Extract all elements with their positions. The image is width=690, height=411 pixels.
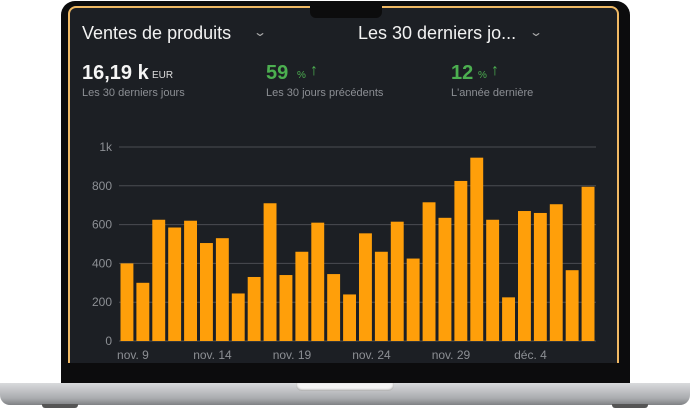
bar bbox=[390, 221, 404, 341]
stat-label: Les 30 jours précédents bbox=[266, 87, 384, 99]
bar bbox=[247, 276, 261, 341]
bar bbox=[200, 243, 213, 341]
arrow-up-icon: ↑ bbox=[491, 62, 499, 79]
bar bbox=[438, 217, 452, 341]
arrow-up-icon: ↑ bbox=[310, 62, 318, 79]
chevron-down-icon[interactable]: ⌄ bbox=[528, 25, 544, 39]
stat-value: 59 bbox=[266, 62, 289, 84]
y-tick-label: 800 bbox=[92, 179, 112, 193]
x-tick-label: nov. 29 bbox=[432, 348, 471, 362]
bar bbox=[184, 220, 197, 341]
bar bbox=[406, 258, 420, 341]
y-tick-label: 1k bbox=[99, 140, 113, 154]
bar bbox=[168, 227, 182, 341]
stat-unit: EUR bbox=[152, 70, 174, 81]
y-tick-label: 400 bbox=[92, 256, 112, 270]
chevron-down-icon[interactable]: ⌄ bbox=[252, 25, 268, 39]
bar bbox=[343, 294, 356, 341]
x-tick-label: nov. 19 bbox=[273, 348, 312, 362]
bar bbox=[470, 157, 484, 341]
bar bbox=[263, 203, 277, 341]
stat-label: L'année dernière bbox=[451, 87, 534, 99]
laptop-lid-groove bbox=[296, 383, 394, 391]
metric-select[interactable]: Ventes de produits bbox=[82, 23, 232, 43]
bar bbox=[581, 186, 595, 341]
bar bbox=[533, 212, 547, 341]
bar bbox=[231, 293, 245, 341]
laptop-foot bbox=[612, 404, 648, 408]
bar bbox=[422, 202, 436, 341]
bar bbox=[136, 282, 150, 341]
y-tick-label: 600 bbox=[92, 218, 112, 232]
laptop-base bbox=[0, 383, 690, 405]
bar bbox=[518, 211, 531, 341]
x-tick-label: nov. 9 bbox=[117, 348, 149, 362]
stat-label: Les 30 derniers jours bbox=[82, 87, 185, 99]
camera-notch bbox=[310, 2, 382, 18]
x-tick-label: déc. 4 bbox=[514, 348, 547, 362]
bar bbox=[359, 233, 372, 341]
stat-unit: % bbox=[297, 70, 306, 81]
bar bbox=[215, 238, 229, 341]
laptop-foot bbox=[42, 404, 78, 408]
x-tick-label: nov. 24 bbox=[352, 348, 391, 362]
bar bbox=[486, 219, 500, 341]
x-tick-label: nov. 14 bbox=[193, 348, 232, 362]
bar bbox=[454, 180, 468, 341]
bar bbox=[279, 275, 293, 341]
bar bbox=[374, 251, 388, 341]
y-tick-label: 0 bbox=[105, 334, 112, 348]
bar bbox=[327, 274, 341, 341]
bar bbox=[295, 251, 309, 341]
stat-value: 12 bbox=[451, 62, 474, 84]
stat-value: 16,19 k bbox=[82, 62, 149, 84]
bar bbox=[152, 219, 166, 341]
bar bbox=[120, 263, 134, 341]
period-select[interactable]: Les 30 derniers jo... bbox=[358, 23, 517, 43]
bar bbox=[502, 297, 515, 341]
bar bbox=[549, 204, 563, 341]
bar bbox=[565, 270, 579, 341]
stat-unit: % bbox=[478, 70, 487, 81]
y-tick-label: 200 bbox=[92, 295, 112, 309]
bar bbox=[311, 222, 325, 341]
